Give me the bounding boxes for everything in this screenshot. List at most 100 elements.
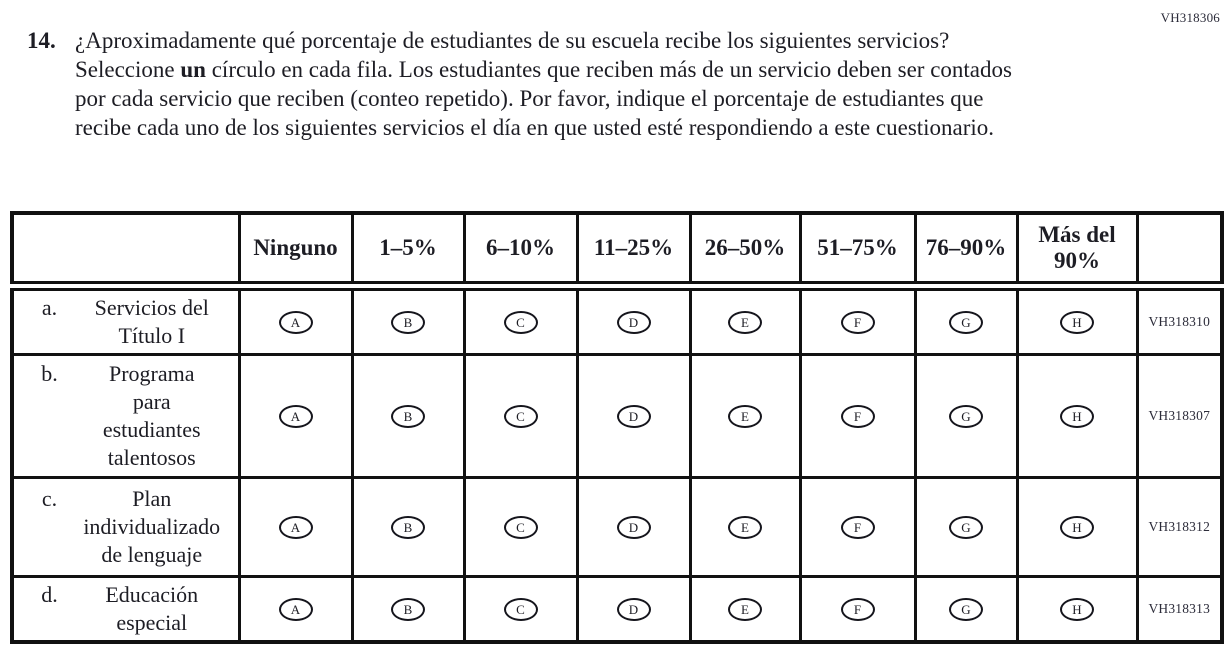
item-code: VH318313	[1135, 575, 1224, 644]
option-cell: D	[575, 284, 692, 356]
row-label-line: Programa	[108, 361, 195, 386]
option-cell: B	[350, 476, 466, 578]
option-cell: G	[913, 353, 1019, 479]
option-bubble-c[interactable]: C	[503, 404, 538, 428]
column-header: Más del 90%	[1015, 211, 1139, 291]
option-cell: C	[462, 353, 579, 479]
column-header: 26–50%	[688, 211, 802, 291]
question-text-part: círculo en cada fila. Los estudiantes qu…	[75, 57, 1012, 140]
table-row: a. Servicios del Título I A B C D E F G H VH318310	[10, 284, 1224, 356]
option-bubble-d[interactable]: D	[616, 597, 651, 621]
row-label: a. Servicios del Título I	[10, 284, 241, 356]
column-header: 1–5%	[350, 211, 466, 291]
column-header: 76–90%	[913, 211, 1019, 291]
row-letter: a.	[41, 295, 58, 320]
option-bubble-g[interactable]: G	[949, 310, 983, 334]
column-header: 51–75%	[798, 211, 917, 291]
option-cell: F	[798, 284, 917, 356]
option-bubble-e[interactable]: E	[728, 597, 762, 621]
option-bubble-c[interactable]: C	[503, 310, 538, 334]
option-bubble-g[interactable]: G	[949, 404, 983, 428]
option-bubble-a[interactable]: A	[278, 597, 313, 621]
option-bubble-h[interactable]: H	[1060, 515, 1094, 539]
column-header: 6–10%	[462, 211, 579, 291]
option-cell: E	[688, 284, 802, 356]
option-bubble-e[interactable]: E	[728, 515, 762, 539]
option-cell: G	[913, 476, 1019, 578]
column-header: 11–25%	[575, 211, 692, 291]
option-bubble-d[interactable]: D	[616, 310, 651, 334]
row-label-line: individualizado	[83, 514, 221, 539]
question-text-part: ¿Aproximadamente qué porcentaje de estud…	[75, 28, 950, 82]
row-label: b. Programa para estudiantes talentosos	[10, 353, 241, 479]
question-text-bold: un	[180, 57, 206, 82]
option-cell: E	[688, 476, 802, 578]
option-bubble-b[interactable]: B	[391, 515, 425, 539]
option-cell: H	[1015, 476, 1139, 578]
option-cell: D	[575, 353, 692, 479]
row-letter: d.	[41, 582, 58, 607]
option-bubble-a[interactable]: A	[278, 515, 313, 539]
option-cell: F	[798, 575, 917, 644]
option-cell: C	[462, 575, 579, 644]
option-cell: A	[237, 284, 354, 356]
option-cell: A	[237, 353, 354, 479]
option-cell: D	[575, 575, 692, 644]
question-block: 14. ¿Aproximadamente qué porcentaje de e…	[27, 26, 1035, 142]
row-label: c. Plan individualizado de lenguaje	[10, 476, 241, 578]
option-bubble-f[interactable]: F	[840, 404, 875, 428]
option-cell: C	[462, 284, 579, 356]
option-cell: F	[798, 353, 917, 479]
option-cell: E	[688, 575, 802, 644]
option-bubble-f[interactable]: F	[840, 310, 875, 334]
option-bubble-e[interactable]: E	[728, 404, 762, 428]
option-bubble-e[interactable]: E	[728, 310, 762, 334]
option-bubble-c[interactable]: C	[503, 597, 538, 621]
question-number: 14.	[27, 28, 56, 53]
option-cell: B	[350, 353, 466, 479]
row-letter: b.	[41, 361, 58, 386]
response-grid: Ninguno 1–5% 6–10% 11–25% 26–50% 51–75% 76–90%…	[10, 211, 1224, 644]
option-cell: G	[913, 284, 1019, 356]
option-bubble-g[interactable]: G	[949, 515, 983, 539]
question-code: VH318306	[1160, 10, 1220, 25]
row-label-line: Título I	[118, 323, 186, 348]
option-cell: A	[237, 476, 354, 578]
item-code: VH318312	[1135, 476, 1224, 578]
option-bubble-d[interactable]: D	[616, 515, 651, 539]
option-cell: H	[1015, 575, 1139, 644]
row-label-header-blank	[10, 211, 241, 291]
table-row: d. Educación especial A B C D E F G H VH318313	[10, 575, 1224, 644]
option-cell: C	[462, 476, 579, 578]
option-bubble-g[interactable]: G	[949, 597, 983, 621]
option-bubble-h[interactable]: H	[1060, 310, 1094, 334]
code-column-header-blank	[1135, 211, 1224, 291]
row-label-line: para	[132, 389, 171, 414]
question-text: ¿Aproximadamente qué porcentaje de estud…	[75, 26, 1035, 142]
row-label-text: Servicios del Título I	[66, 294, 238, 350]
row-label-text: Plan individualizado de lenguaje	[66, 485, 238, 569]
option-bubble-h[interactable]: H	[1060, 404, 1094, 428]
option-bubble-b[interactable]: B	[391, 597, 425, 621]
option-cell: E	[688, 353, 802, 479]
option-bubble-f[interactable]: F	[840, 515, 875, 539]
row-label-line: Servicios del	[94, 295, 209, 320]
option-bubble-a[interactable]: A	[278, 310, 313, 334]
option-bubble-d[interactable]: D	[616, 404, 651, 428]
option-cell: B	[350, 284, 466, 356]
option-cell: F	[798, 476, 917, 578]
option-cell: D	[575, 476, 692, 578]
option-bubble-h[interactable]: H	[1060, 597, 1094, 621]
option-bubble-b[interactable]: B	[391, 404, 425, 428]
option-cell: B	[350, 575, 466, 644]
row-label-line: talentosos	[107, 445, 196, 470]
table-row: c. Plan individualizado de lenguaje A B C D E F G H…	[10, 476, 1224, 578]
header-row: Ninguno 1–5% 6–10% 11–25% 26–50% 51–75% 76–90%…	[10, 211, 1224, 291]
row-label-text: Educación especial	[66, 581, 238, 637]
option-bubble-a[interactable]: A	[278, 404, 313, 428]
option-bubble-c[interactable]: C	[503, 515, 538, 539]
option-bubble-f[interactable]: F	[840, 597, 875, 621]
row-label-text: Programa para estudiantes talentosos	[66, 360, 238, 472]
row-label-line: Educación	[105, 582, 199, 607]
option-bubble-b[interactable]: B	[391, 310, 425, 334]
